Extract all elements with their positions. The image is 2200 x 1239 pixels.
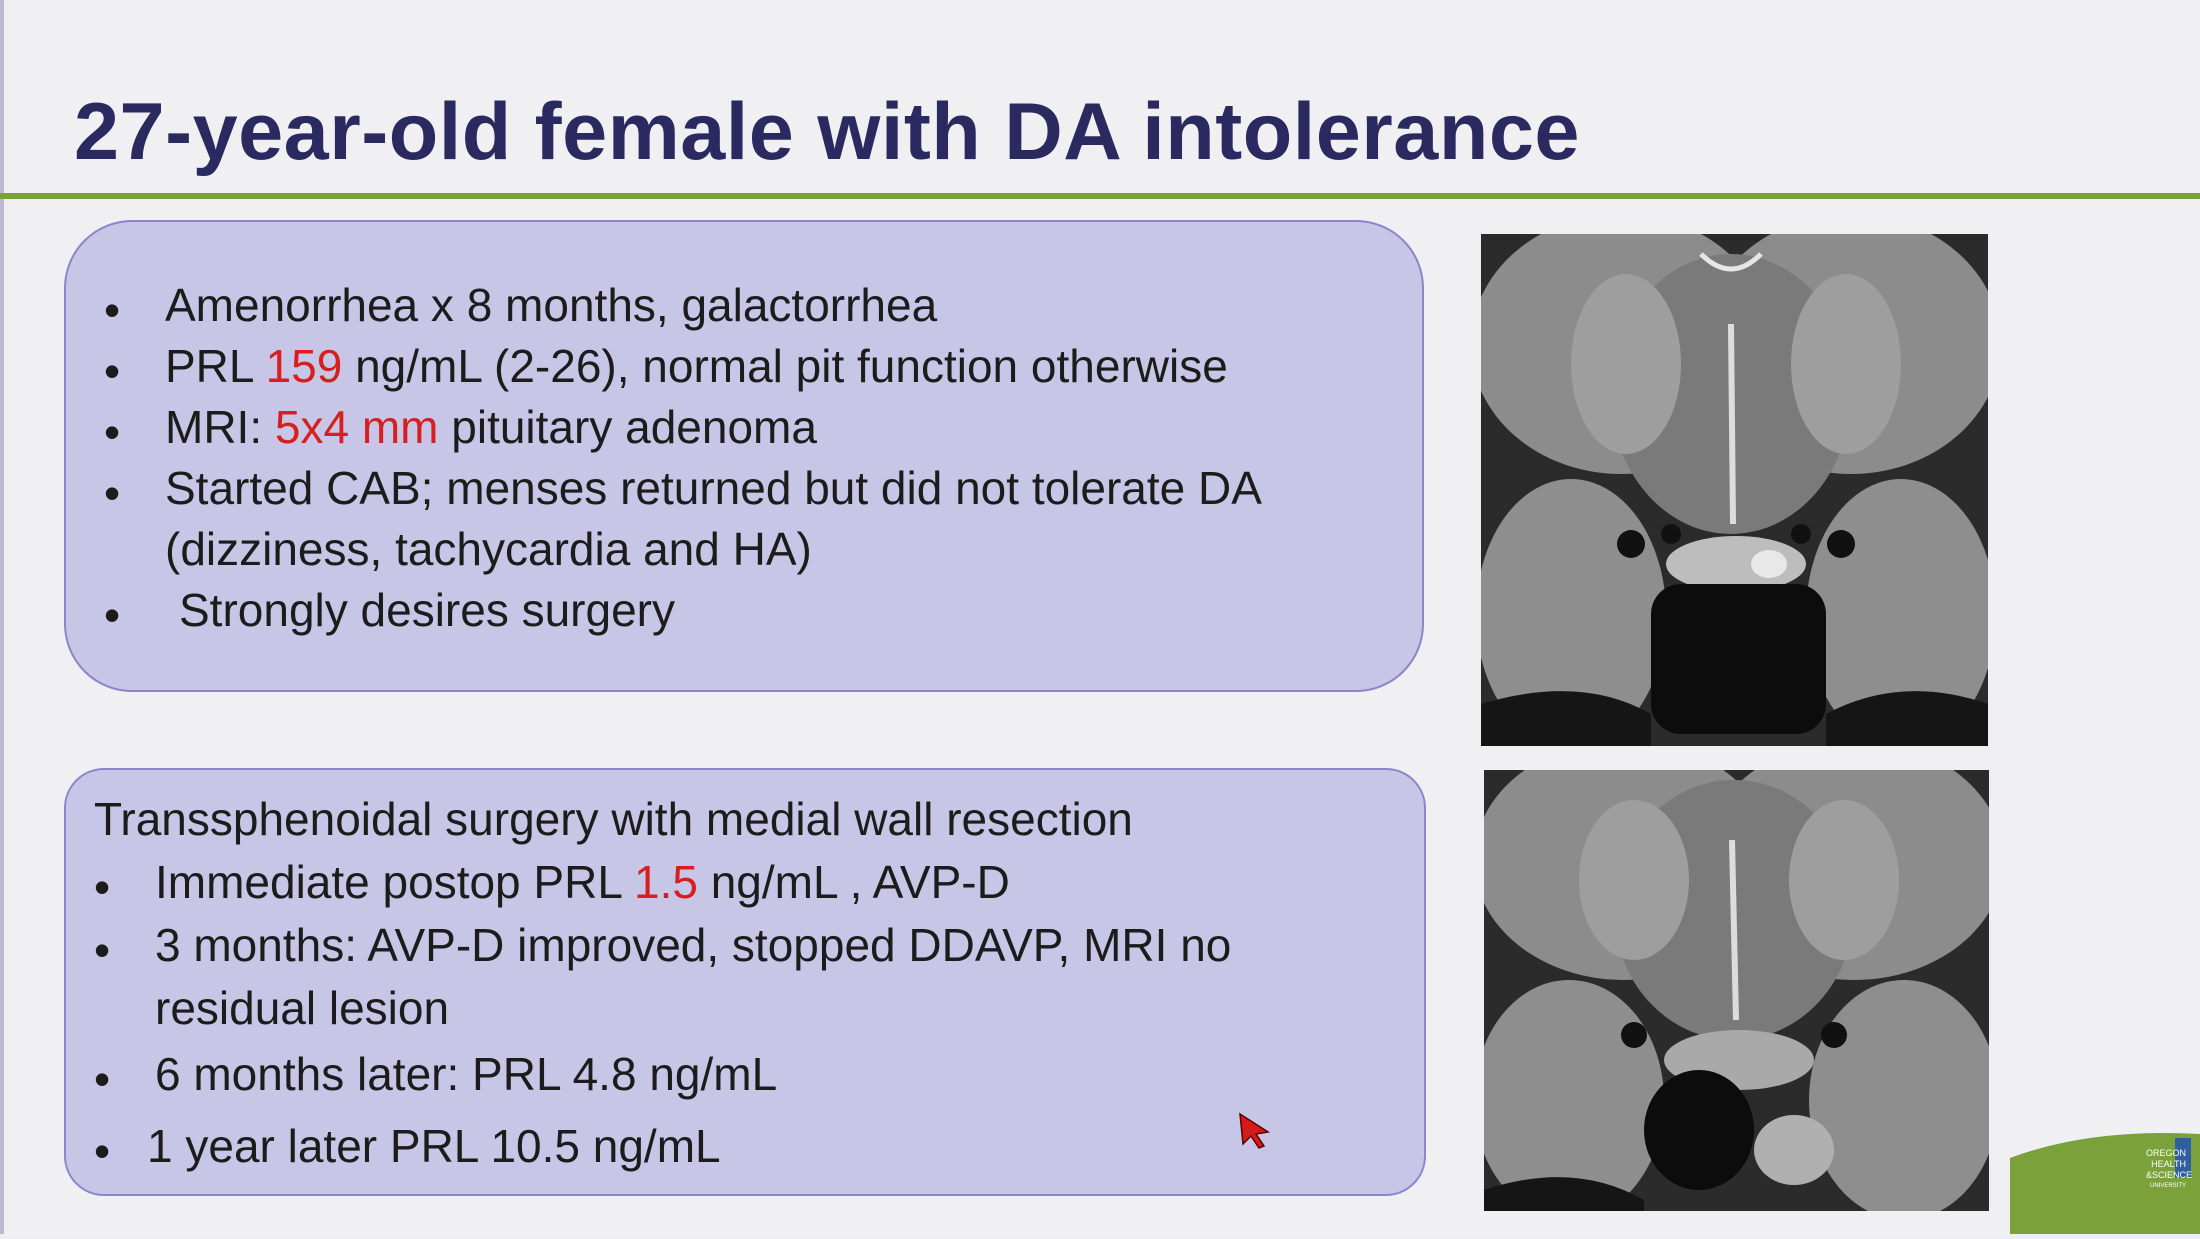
postop-prefix: Immediate postop PRL <box>155 856 634 908</box>
postop-mri-image <box>1484 770 1989 1211</box>
mri-prefix: MRI: <box>165 401 275 453</box>
surgery-item-1-year: 1 year later PRL 10.5 ng/mL <box>147 1120 721 1172</box>
logo-background <box>2010 1133 2200 1234</box>
bullet-marker: • <box>94 924 111 976</box>
prl-prefix: PRL <box>165 340 266 392</box>
postop-mri-graphic <box>1484 770 1989 1211</box>
logo-line: UNIVERSITY <box>2149 1183 2186 1189</box>
postop-suffix: ng/mL , AVP-D <box>697 856 1010 908</box>
surgery-item-6-months: 6 months later: PRL 4.8 ng/mL <box>155 1048 778 1100</box>
mri-suffix: pituitary adenoma <box>438 401 817 453</box>
history-item-mri: MRI: 5x4 mm pituitary adenoma <box>165 400 817 454</box>
bullet-marker: • <box>94 1125 111 1177</box>
slide-title: 27-year-old female with DA intolerance <box>74 87 1580 177</box>
title-divider <box>0 193 2200 199</box>
history-box <box>64 220 1424 692</box>
surgery-item-3-months: 3 months: AVP-D improved, stopped DDAVP,… <box>155 919 1232 971</box>
history-item-cab: Started CAB; menses returned but did not… <box>165 462 1262 514</box>
bullet-marker: • <box>104 589 121 641</box>
history-item-cab-continued: (dizziness, tachycardia and HA) <box>165 523 812 575</box>
bullet-marker: • <box>104 284 121 336</box>
preop-mri-image <box>1481 234 1988 746</box>
bullet-marker: • <box>104 345 121 397</box>
history-item-amenorrhea: Amenorrhea x 8 months, galactorrhea <box>165 279 938 331</box>
logo-text: OREGON HEALTH &SCIENCE UNIVERSITY <box>2146 1148 2193 1192</box>
history-item-surgery-wish: Strongly desires surgery <box>179 584 675 636</box>
slide-left-edge <box>0 0 4 1234</box>
surgery-heading: Transsphenoidal surgery with medial wall… <box>94 793 1133 845</box>
prl-suffix: ng/mL (2-26), normal pit function otherw… <box>342 340 1228 392</box>
mouse-cursor-icon <box>1239 1112 1271 1149</box>
prl-value: 159 <box>265 340 343 392</box>
bullet-marker: • <box>94 861 111 913</box>
logo-line: &SCIENCE <box>2146 1170 2193 1180</box>
bullet-marker: • <box>104 467 121 519</box>
surgery-box <box>64 768 1426 1196</box>
logo-line: OREGON <box>2146 1148 2187 1158</box>
preop-mri-graphic <box>1481 234 1988 746</box>
mri-size: 5x4 mm <box>274 401 439 453</box>
bullet-marker: • <box>94 1053 111 1105</box>
history-item-prl: PRL 159 ng/mL (2-26), normal pit functio… <box>165 339 1228 393</box>
logo-line: HEALTH <box>2151 1159 2186 1169</box>
postop-prl-value: 1.5 <box>633 856 698 908</box>
surgery-item-postop: Immediate postop PRL 1.5 ng/mL , AVP-D <box>155 855 1010 909</box>
university-logo: OREGON HEALTH &SCIENCE UNIVERSITY <box>2010 1128 2200 1234</box>
surgery-item-3-months-continued: residual lesion <box>155 982 450 1034</box>
bullet-marker: • <box>104 406 121 458</box>
